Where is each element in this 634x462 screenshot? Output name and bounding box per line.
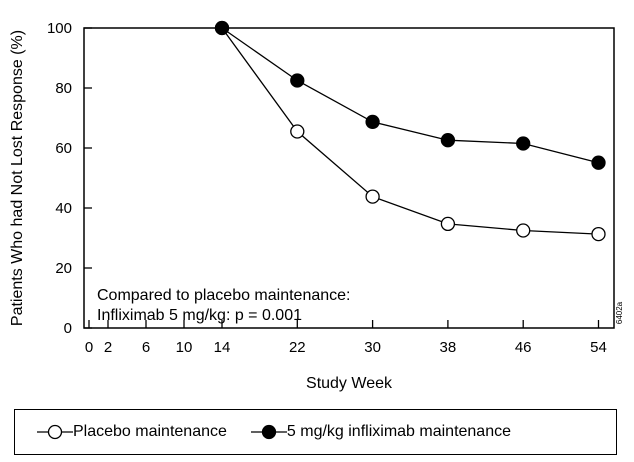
x-tick-label: 54	[590, 339, 607, 356]
x-tick-label: 38	[440, 339, 457, 356]
y-tick-label: 0	[64, 320, 72, 337]
x-tick-label: 6	[142, 339, 150, 356]
x-tick-label: 0	[85, 339, 93, 356]
legend-filled-circle-marker	[250, 424, 287, 440]
x-tick-label: 46	[515, 339, 532, 356]
x-axis-title: Study Week	[306, 375, 393, 392]
x-axis: 0 2 6 10 14 22 30 38 46 54	[85, 320, 607, 356]
annotation-line-2: Infliximab 5 mg/kg: p = 0.001	[97, 307, 302, 324]
y-tick-label: 60	[55, 140, 72, 157]
y-axis: 0 20 40 60 80 100	[47, 20, 92, 337]
x-tick-label: 30	[364, 339, 381, 356]
data-point-series-1	[516, 223, 531, 238]
figure-code: 6402a	[615, 301, 624, 324]
y-tick-label: 100	[47, 20, 72, 37]
legend-label-infliximab: 5 mg/kg infliximab maintenance	[286, 423, 511, 440]
legend-item-placebo: Placebo maintenance	[37, 423, 227, 441]
legend-item-infliximab: 5 mg/kg infliximab maintenance	[250, 423, 511, 441]
data-point-series-1	[290, 124, 305, 139]
plot-frame	[83, 27, 615, 329]
series-line-1	[221, 27, 599, 235]
legend: Placebo maintenance 5 mg/kg infliximab m…	[14, 409, 617, 455]
data-point-series-2	[290, 73, 305, 88]
x-tick-label: 10	[176, 339, 193, 356]
data-point-series-2	[214, 20, 230, 36]
legend-open-circle-marker	[37, 424, 73, 440]
data-point-series-1	[591, 226, 606, 242]
data-point-series-2	[516, 136, 531, 151]
data-point-series-2	[365, 114, 380, 130]
y-axis-title: Patients Who had Not Lost Response (%)	[9, 30, 26, 326]
annotation-line-1: Compared to placebo maintenance:	[97, 287, 351, 304]
data-point-series-2	[591, 155, 606, 170]
x-tick-label: 14	[214, 339, 231, 356]
data-point-series-1	[365, 189, 380, 204]
y-tick-label: 80	[55, 80, 72, 97]
x-tick-label: 22	[289, 339, 306, 356]
series-line-2	[221, 27, 599, 164]
series-layer	[214, 20, 606, 242]
y-tick-label: 20	[55, 260, 72, 277]
data-point-series-2	[440, 133, 456, 148]
x-tick-label: 2	[104, 339, 112, 356]
legend-label-placebo: Placebo maintenance	[73, 423, 227, 440]
data-point-series-1	[440, 216, 456, 232]
y-tick-label: 40	[55, 200, 72, 217]
